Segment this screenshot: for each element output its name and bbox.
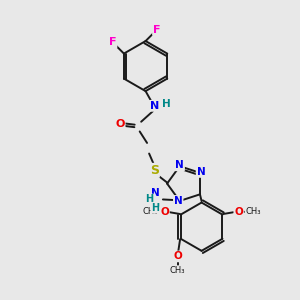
Text: CH₃: CH₃ — [142, 207, 158, 216]
Text: S: S — [150, 164, 159, 177]
Text: CH₃: CH₃ — [170, 266, 185, 275]
Text: H: H — [151, 203, 159, 213]
Text: N: N — [174, 196, 183, 206]
Text: O: O — [234, 207, 243, 217]
Text: H: H — [162, 99, 171, 110]
Text: N: N — [175, 160, 184, 170]
Text: N: N — [151, 188, 160, 198]
Text: O: O — [115, 119, 125, 129]
Text: CH₃: CH₃ — [245, 207, 261, 216]
Text: N: N — [150, 101, 159, 111]
Text: F: F — [109, 38, 116, 47]
Text: N: N — [196, 167, 206, 177]
Text: O: O — [160, 207, 169, 217]
Text: F: F — [153, 25, 160, 35]
Text: O: O — [173, 251, 182, 261]
Text: H: H — [145, 194, 153, 205]
